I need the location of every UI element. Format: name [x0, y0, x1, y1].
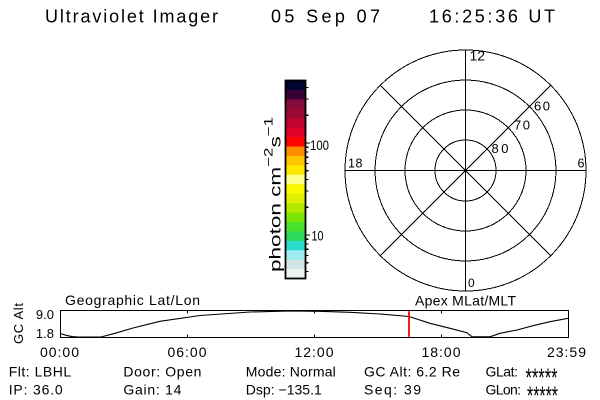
svg-text:100: 100	[310, 137, 329, 153]
svg-text:12: 12	[470, 48, 486, 64]
svg-text:GC Alt: 6.2 Re: GC Alt: 6.2 Re	[364, 364, 460, 380]
svg-text:10: 10	[312, 228, 324, 244]
svg-text:60: 60	[534, 99, 550, 114]
svg-text:Dsp: −135.1: Dsp: −135.1	[246, 382, 322, 398]
svg-text:05 Sep 07: 05 Sep 07	[271, 7, 380, 27]
svg-text:0: 0	[468, 276, 475, 290]
svg-text:GLat:: GLat:	[486, 364, 519, 380]
svg-text:12:00: 12:00	[295, 344, 334, 360]
svg-text:Flt: LBHL: Flt: LBHL	[9, 364, 72, 380]
svg-text:23:59: 23:59	[547, 344, 586, 360]
svg-text:Mode: Normal: Mode: Normal	[246, 364, 336, 380]
svg-text:9.0: 9.0	[36, 307, 54, 322]
svg-text:1.8: 1.8	[36, 326, 54, 341]
svg-text:18:00: 18:00	[422, 344, 461, 360]
svg-text:*****: *****	[526, 363, 558, 393]
svg-text:Seq: 39: Seq: 39	[364, 382, 421, 398]
svg-text:IP: 36.0: IP: 36.0	[9, 382, 63, 398]
svg-text:Gain: 14: Gain: 14	[123, 382, 181, 398]
svg-text:Apex MLat/MLT: Apex MLat/MLT	[415, 293, 516, 309]
svg-text:06:00: 06:00	[168, 344, 207, 360]
svg-text:GC Alt: GC Alt	[11, 303, 26, 344]
svg-text:Door: Open: Door: Open	[123, 364, 201, 380]
svg-text:GLon:: GLon:	[486, 382, 522, 398]
svg-text:*****: *****	[527, 381, 558, 400]
svg-text:70: 70	[514, 118, 530, 133]
svg-text:Geographic Lat/Lon: Geographic Lat/Lon	[65, 292, 200, 308]
svg-text:18: 18	[348, 157, 363, 171]
svg-text:00:00: 00:00	[40, 344, 79, 360]
svg-text:16:25:36 UT: 16:25:36 UT	[429, 7, 555, 27]
svg-text:6: 6	[578, 157, 585, 171]
